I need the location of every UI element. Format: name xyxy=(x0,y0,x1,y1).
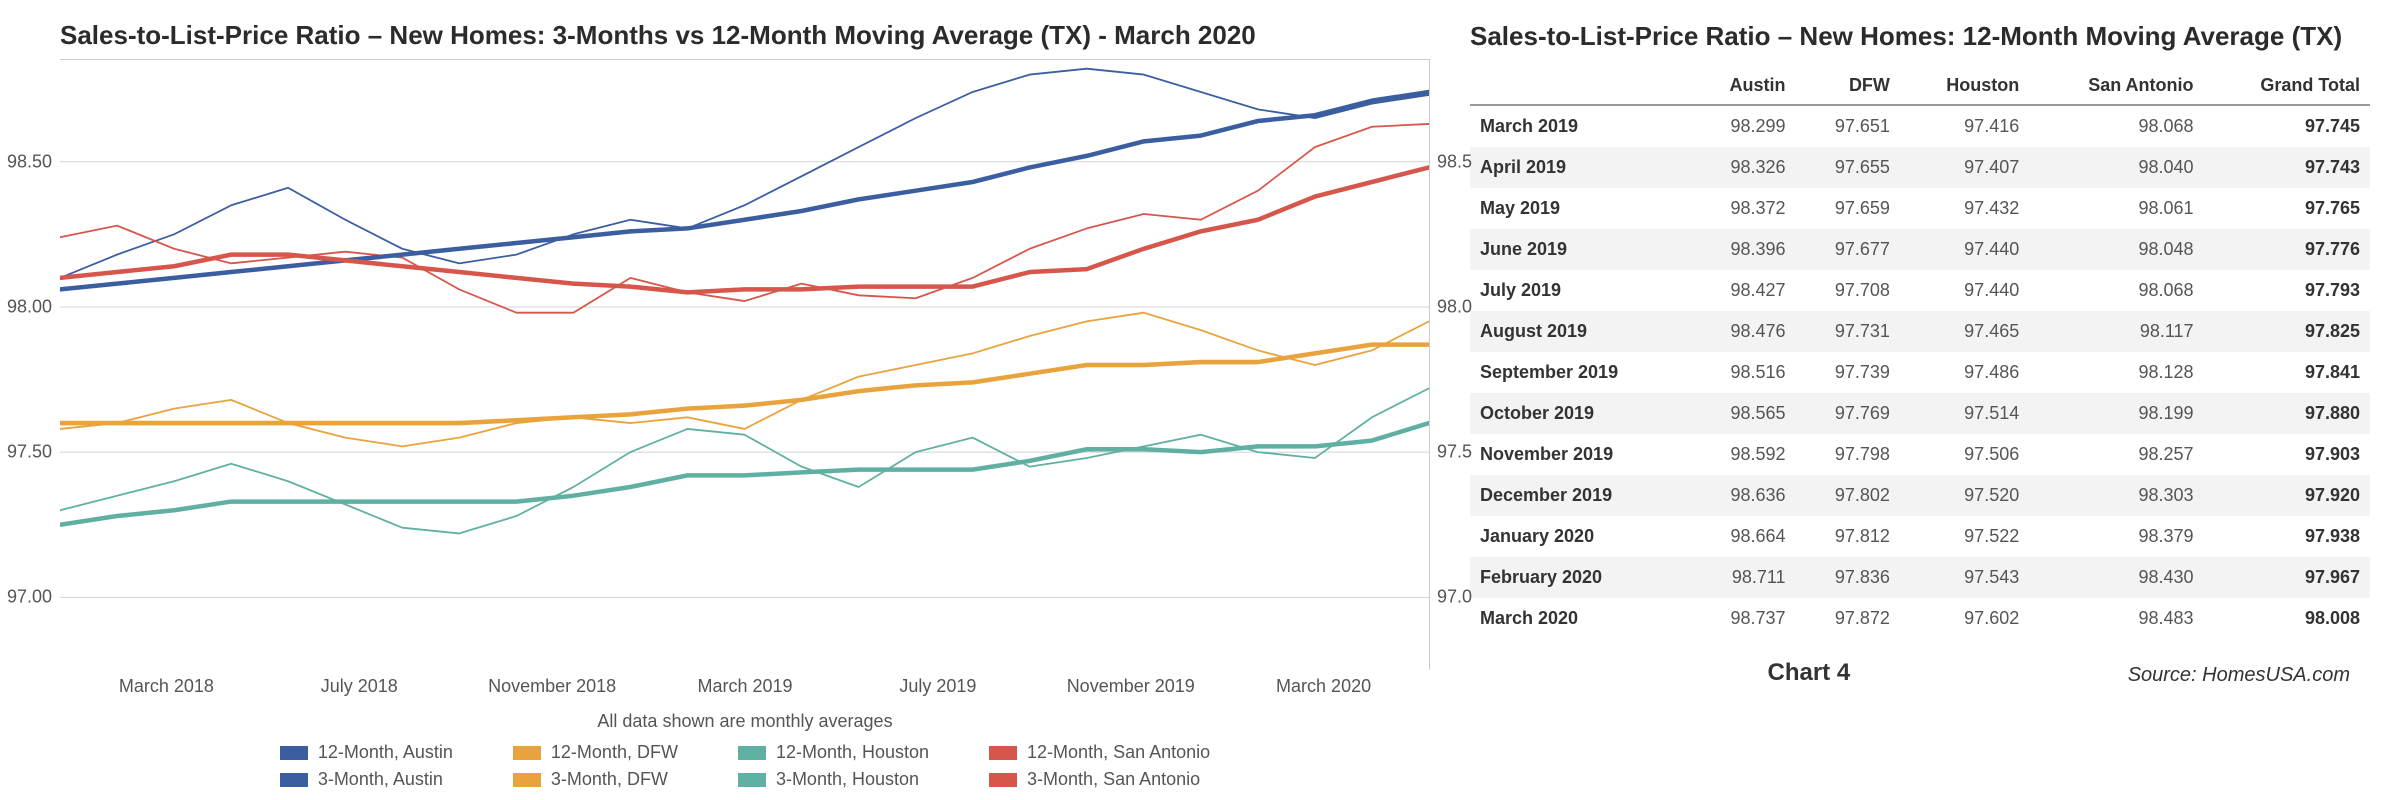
chart-subnote: All data shown are monthly averages xyxy=(60,711,1430,732)
line-chart: 98.5098.0097.5097.0098.598.097.597.0 xyxy=(60,59,1430,670)
table-row: January 202098.66497.81297.52298.37997.9… xyxy=(1470,516,2370,557)
data-table: AustinDFWHoustonSan AntonioGrand Total M… xyxy=(1470,67,2370,639)
legend-item: 12-Month, DFW xyxy=(513,742,678,763)
legend-item: 12-Month, Houston xyxy=(738,742,929,763)
table-header: Houston xyxy=(1900,67,2029,105)
table-row: August 201998.47697.73197.46598.11797.82… xyxy=(1470,311,2370,352)
table-header xyxy=(1470,67,1690,105)
chart-title: Sales-to-List-Price Ratio – New Homes: 3… xyxy=(60,20,1430,51)
table-header: Austin xyxy=(1690,67,1796,105)
chart-legend: 12-Month, Austin 12-Month, DFW 12-Month, H… xyxy=(60,742,1430,790)
legend-item: 3-Month, DFW xyxy=(513,769,678,790)
table-title: Sales-to-List-Price Ratio – New Homes: 1… xyxy=(1470,20,2370,53)
legend-swatch xyxy=(513,773,541,787)
table-row: July 201998.42797.70897.44098.06897.793 xyxy=(1470,270,2370,311)
legend-swatch xyxy=(513,746,541,760)
legend-item: 12-Month, San Antonio xyxy=(989,742,1210,763)
table-row: May 201998.37297.65997.43298.06197.765 xyxy=(1470,188,2370,229)
table-header: DFW xyxy=(1796,67,1900,105)
legend-swatch xyxy=(738,746,766,760)
table-row: February 202098.71197.83697.54398.43097.… xyxy=(1470,557,2370,598)
legend-item: 3-Month, Houston xyxy=(738,769,929,790)
table-row: March 201998.29997.65197.41698.06897.745 xyxy=(1470,105,2370,147)
legend-item: 12-Month, Austin xyxy=(280,742,453,763)
legend-swatch xyxy=(280,773,308,787)
legend-swatch xyxy=(738,773,766,787)
table-row: November 201998.59297.79897.50698.25797.… xyxy=(1470,434,2370,475)
table-row: December 201998.63697.80297.52098.30397.… xyxy=(1470,475,2370,516)
table-row: April 201998.32697.65597.40798.04097.743 xyxy=(1470,147,2370,188)
table-row: September 201998.51697.73997.48698.12897… xyxy=(1470,352,2370,393)
table-header: Grand Total xyxy=(2204,67,2370,105)
legend-swatch xyxy=(989,746,1017,760)
x-axis-labels: March 2018July 2018November 2018March 20… xyxy=(60,670,1430,697)
chart-number-label: Chart 4 xyxy=(1768,659,1851,687)
table-header: San Antonio xyxy=(2029,67,2203,105)
legend-item: 3-Month, Austin xyxy=(280,769,453,790)
table-row: June 201998.39697.67797.44098.04897.776 xyxy=(1470,229,2370,270)
legend-item: 3-Month, San Antonio xyxy=(989,769,1210,790)
legend-swatch xyxy=(989,773,1017,787)
source-label: Source: HomesUSA.com xyxy=(2128,664,2350,687)
table-row: October 201998.56597.76997.51498.19997.8… xyxy=(1470,393,2370,434)
table-row: March 202098.73797.87297.60298.48398.008 xyxy=(1470,598,2370,639)
legend-swatch xyxy=(280,746,308,760)
